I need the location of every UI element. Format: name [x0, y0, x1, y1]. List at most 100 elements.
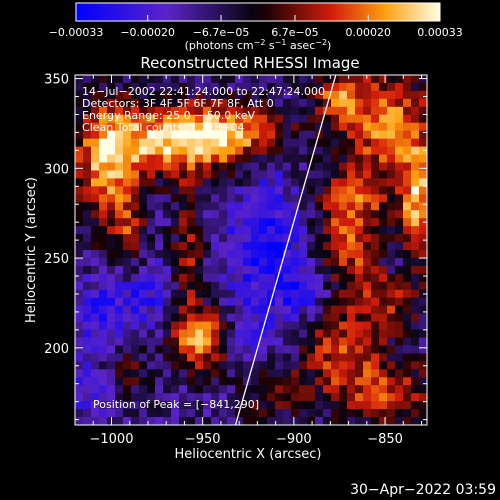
heatmap-cell [243, 226, 252, 235]
heatmap-cell [139, 417, 148, 425]
heatmap-cell [243, 138, 252, 147]
heatmap-cell [275, 377, 284, 386]
heatmap-cell [403, 75, 412, 84]
heatmap-cell [243, 313, 252, 322]
heatmap-cell [259, 257, 268, 267]
heatmap-cell [147, 146, 156, 155]
heatmap-cell [419, 106, 427, 116]
heatmap-cell [211, 305, 220, 315]
heatmap-cell [387, 170, 396, 179]
heatmap-cell [139, 345, 148, 354]
heatmap-cell [379, 226, 388, 235]
heatmap-cell [387, 409, 396, 418]
colorbar-tick-label: −6.7e−05 [193, 26, 250, 39]
heatmap-cell [203, 75, 212, 84]
heatmap-cell [283, 186, 292, 195]
heatmap-cell [179, 305, 188, 315]
heatmap-cell [387, 321, 396, 330]
heatmap-cell [91, 202, 100, 211]
heatmap-cell [243, 265, 252, 275]
heatmap-cell [403, 226, 412, 235]
heatmap-cell [139, 98, 148, 108]
heatmap-cell [275, 385, 284, 394]
heatmap-cell [355, 257, 364, 267]
heatmap-cell [379, 202, 388, 211]
heatmap-cell [283, 146, 292, 155]
heatmap-cell [139, 242, 148, 251]
heatmap-cell [323, 162, 332, 171]
heatmap-cell [203, 250, 212, 259]
heatmap-cell [379, 257, 388, 267]
heatmap-cell [163, 281, 172, 291]
heatmap-cell [203, 345, 212, 354]
heatmap-cell [195, 186, 204, 195]
heatmap-cell [267, 289, 276, 299]
heatmap-cell [147, 289, 156, 299]
heatmap-cell [275, 417, 284, 425]
heatmap-cell [307, 273, 316, 283]
heatmap-cell [243, 122, 252, 132]
heatmap-cell [299, 281, 308, 291]
heatmap-cell [131, 82, 140, 92]
heatmap-cell [83, 409, 92, 418]
heatmap-cell [155, 345, 164, 354]
heatmap-cell [123, 321, 132, 330]
heatmap-cell [163, 210, 172, 219]
heatmap-cell [195, 178, 204, 187]
heatmap-cell [139, 106, 148, 116]
heatmap-cell [163, 202, 172, 211]
heatmap-cell [139, 305, 148, 315]
heatmap-cell [115, 409, 124, 418]
heatmap-cell [267, 242, 276, 251]
heatmap-cell [291, 226, 300, 235]
heatmap-cell [219, 75, 228, 84]
heatmap-cell [299, 369, 308, 378]
heatmap-cell [155, 250, 164, 259]
heatmap-cell [283, 162, 292, 171]
heatmap-cell [411, 170, 420, 179]
heatmap-cell [155, 401, 164, 410]
heatmap-cell [339, 265, 348, 275]
heatmap-cell [275, 154, 284, 163]
heatmap-cell [123, 401, 132, 410]
heatmap-cell [187, 401, 196, 410]
heatmap-cell [171, 297, 180, 307]
heatmap-cell [299, 289, 308, 299]
heatmap-cell [123, 329, 132, 338]
heatmap-cell [243, 162, 252, 171]
heatmap-cell [107, 345, 116, 354]
heatmap-cell [179, 297, 188, 307]
heatmap-cell [139, 401, 148, 410]
heatmap-cell [187, 178, 196, 187]
heatmap-cell [347, 250, 356, 259]
heatmap-cell [371, 226, 380, 235]
heatmap-cell [355, 138, 364, 147]
heatmap-cell [371, 417, 380, 425]
heatmap-cell [235, 281, 244, 291]
heatmap-cell [243, 385, 252, 394]
heatmap-cell [419, 337, 427, 346]
heatmap-cell [91, 417, 100, 425]
heatmap-cell [395, 297, 404, 307]
heatmap-cell [179, 250, 188, 259]
heatmap-cell [203, 353, 212, 362]
heatmap-cell [99, 321, 108, 330]
heatmap-cell [123, 218, 132, 227]
heatmap-cell [107, 178, 116, 187]
heatmap-cell [155, 138, 164, 147]
heatmap-cell [75, 313, 84, 322]
heatmap-cell [411, 345, 420, 354]
heatmap-cell [219, 114, 228, 124]
heatmap-cell [179, 257, 188, 267]
heatmap-cell [315, 329, 324, 338]
heatmap-cell [363, 210, 372, 219]
heatmap-cell [131, 178, 140, 187]
heatmap-cell [411, 178, 420, 187]
heatmap-cell [331, 106, 340, 116]
heatmap-cell [259, 210, 268, 219]
heatmap-cell [99, 297, 108, 307]
heatmap-cell [147, 106, 156, 116]
heatmap-cell [147, 226, 156, 235]
heatmap-cell [99, 154, 108, 163]
heatmap-cell [259, 202, 268, 211]
